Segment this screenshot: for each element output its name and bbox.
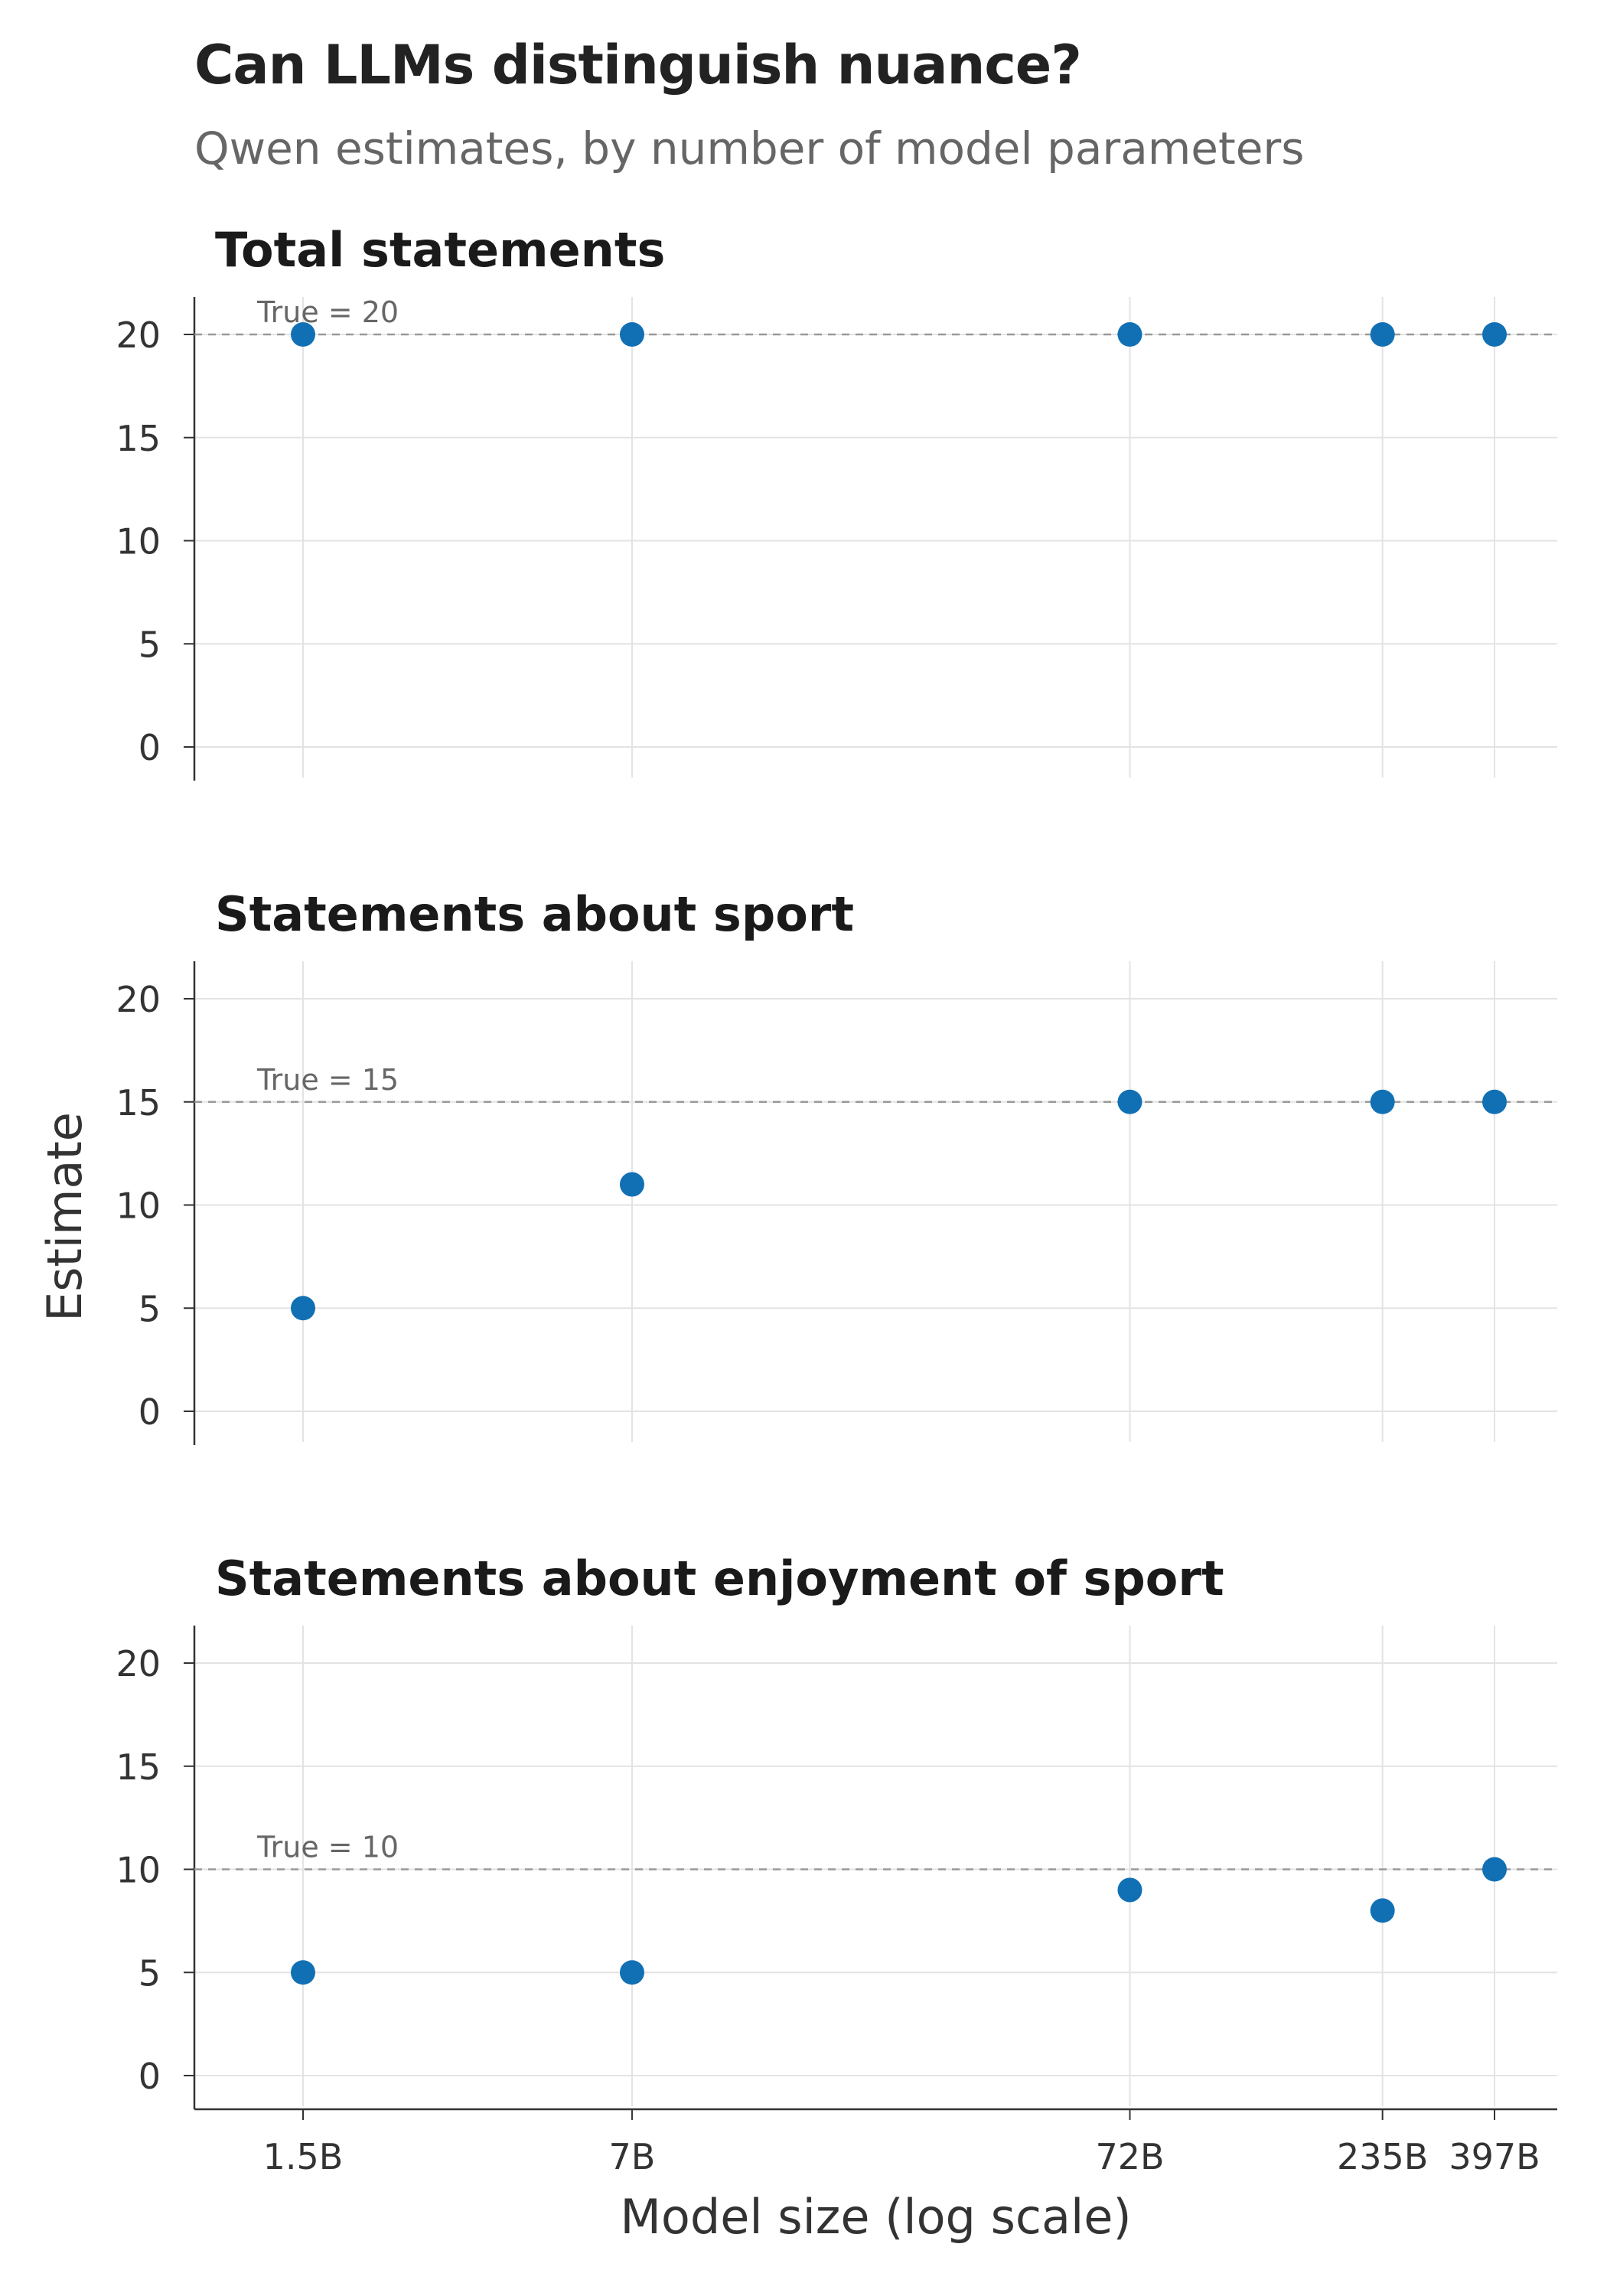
y-tick-label: 5 — [139, 1288, 161, 1329]
data-point: 397B: 10 — [1482, 1857, 1507, 1882]
panel-title: Total statements — [215, 222, 665, 278]
chart-title: Can LLMs distinguish nuance? — [194, 34, 1082, 96]
data-point: 397B: 20 — [1482, 322, 1507, 347]
data-point: 7B: 5 — [619, 1960, 644, 1985]
y-tick-label: 5 — [139, 624, 161, 665]
y-tick-label: 20 — [116, 979, 161, 1020]
y-tick-label: 0 — [139, 727, 161, 768]
y-tick-label: 10 — [116, 521, 161, 563]
x-tick-label: 7B — [609, 2136, 656, 2177]
y-axis-title: Estimate — [37, 1112, 93, 1322]
y-tick-label: 15 — [116, 418, 161, 459]
x-tick-label: 1.5B — [263, 2136, 344, 2177]
panel-title: Statements about sport — [215, 886, 854, 942]
true-value-label: True = 20 — [256, 295, 399, 329]
x-tick-label: 235B — [1337, 2136, 1428, 2177]
panel-3: Statements about enjoyment of sport 0 5 10 1… — [116, 1551, 1557, 2109]
data-point: 72B: 20 — [1117, 322, 1143, 347]
data-point: 1.5B: 5 — [291, 1296, 315, 1321]
y-tick-label: 20 — [116, 1643, 161, 1684]
panel-2: Statements about sport 0 5 10 15 20 True = 15 1… — [116, 886, 1557, 1445]
y-tick-label: 15 — [116, 1082, 161, 1124]
y-tick-label: 10 — [116, 1850, 161, 1891]
panel-title: Statements about enjoyment of sport — [215, 1551, 1224, 1606]
y-tick-label: 20 — [116, 315, 161, 356]
chart-subtitle: Qwen estimates, by number of model param… — [194, 122, 1305, 174]
x-axis-title: Model size (log scale) — [620, 2189, 1131, 2245]
x-tick-label: 72B — [1095, 2136, 1164, 2177]
x-tick-label: 397B — [1449, 2136, 1540, 2177]
data-point: 1.5B: 20 — [291, 322, 315, 347]
data-point: 7B: 11 — [619, 1172, 644, 1197]
data-point: 235B: 8 — [1370, 1898, 1395, 1923]
y-tick-label: 0 — [139, 2056, 161, 2097]
data-point: 1.5B: 5 — [291, 1960, 315, 1985]
panel-1: Total statements 0 5 10 15 20 True = 201.5B: 2… — [116, 222, 1557, 781]
data-point: 397B: 15 — [1482, 1089, 1507, 1114]
data-point: 235B: 20 — [1370, 322, 1395, 347]
true-value-label: True = 15 — [256, 1063, 399, 1097]
true-value-label: True = 10 — [256, 1831, 399, 1864]
data-point: 235B: 15 — [1370, 1089, 1395, 1114]
y-tick-label: 5 — [139, 1952, 161, 1994]
y-tick-label: 10 — [116, 1186, 161, 1227]
y-tick-label: 0 — [139, 1391, 161, 1433]
data-point: 72B: 15 — [1117, 1089, 1143, 1114]
data-point: 7B: 20 — [619, 322, 644, 347]
data-point: 72B: 9 — [1117, 1877, 1143, 1903]
y-tick-label: 15 — [116, 1746, 161, 1788]
